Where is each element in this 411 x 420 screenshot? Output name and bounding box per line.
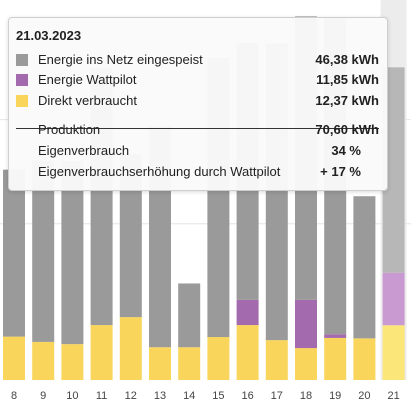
- bar-segment-12-2[interactable]: [119, 154, 142, 318]
- tooltip-panel: 21.03.2023 Energie ins Netz eingespeist …: [8, 17, 388, 191]
- x-tick-label: 9: [40, 390, 46, 402]
- tooltip-row-wattpilot: Energie Wattpilot 11,85 kWh: [16, 72, 379, 88]
- bar-segment-10-2[interactable]: [61, 160, 84, 345]
- tooltip-label: Energie ins Netz eingespeist: [38, 52, 203, 67]
- tooltip-value: 11,85 kWh: [316, 72, 379, 87]
- bar-segment-14-0[interactable]: [178, 347, 201, 380]
- bar-segment-9-0[interactable]: [32, 341, 55, 380]
- bar-segment-8-2[interactable]: [3, 169, 25, 337]
- bar-segment-16-1[interactable]: [236, 299, 259, 326]
- x-tick-label: 16: [241, 390, 253, 402]
- tooltip-divider: [16, 128, 379, 129]
- bar-segment-21-0[interactable]: [382, 325, 405, 380]
- bar-segment-19-1[interactable]: [324, 334, 347, 338]
- x-tick-label: 15: [212, 390, 224, 402]
- x-tick-label: 19: [329, 390, 341, 402]
- tooltip-row-self-consumption: Eigenverbrauch 34 %: [16, 143, 379, 159]
- bar-segment-21-1[interactable]: [382, 272, 405, 326]
- bar-segment-19-0[interactable]: [324, 337, 347, 380]
- bar-segment-9-2[interactable]: [32, 160, 55, 342]
- bar-segment-18-1[interactable]: [295, 299, 317, 349]
- bar-segment-13-0[interactable]: [149, 347, 171, 380]
- bar-group-20[interactable]: [353, 196, 376, 380]
- x-tick-label: 10: [66, 390, 78, 402]
- bar-group-8[interactable]: [3, 169, 25, 380]
- tooltip-value: 12,37 kWh: [315, 93, 379, 108]
- bar-segment-16-0[interactable]: [236, 325, 259, 380]
- bar-group-21[interactable]: [382, 67, 405, 380]
- bar-segment-20-0[interactable]: [353, 338, 376, 380]
- tooltip-label: Eigenverbrauchserhöhung durch Wattpilot: [38, 164, 281, 179]
- x-tick-label: 13: [154, 390, 166, 402]
- x-tick-label: 11: [96, 390, 107, 402]
- tooltip-date: 21.03.2023: [16, 28, 82, 43]
- bar-group-9[interactable]: [32, 160, 55, 380]
- tooltip-label: Energie Wattpilot: [38, 72, 137, 87]
- tooltip-value: 34 %: [331, 143, 361, 158]
- x-axis-ticks: 8 9 10 11 12 13 14 15 16 17 18 19 20 21: [11, 390, 400, 402]
- bar-segment-18-0[interactable]: [295, 348, 317, 380]
- tooltip-value: + 17 %: [320, 164, 361, 179]
- tooltip-label: Direkt verbraucht: [38, 93, 137, 108]
- x-tick-label: 18: [300, 390, 312, 402]
- tooltip-row-wattpilot-increase: Eigenverbrauchserhöhung durch Wattpilot …: [16, 164, 379, 180]
- tooltip-row-production: Produktion 70,60 kWh: [16, 122, 379, 138]
- tooltip-label: Eigenverbrauch: [38, 143, 130, 158]
- x-tick-label: 20: [358, 390, 370, 402]
- tooltip-label: Produktion: [38, 122, 101, 137]
- bar-segment-17-0[interactable]: [265, 340, 288, 380]
- bar-segment-11-0[interactable]: [90, 325, 113, 380]
- direct-use-swatch: [16, 95, 28, 107]
- bar-group-14[interactable]: [178, 283, 201, 380]
- tooltip-value: 46,38 kWh: [315, 52, 379, 67]
- x-tick-label: 17: [271, 390, 283, 402]
- bar-segment-20-2[interactable]: [353, 196, 376, 339]
- tooltip-row-grid-feed: Energie ins Netz eingespeist 46,38 kWh: [16, 52, 379, 68]
- bar-group-12[interactable]: [119, 154, 142, 380]
- x-tick-label: 14: [183, 390, 195, 402]
- tooltip-row-direct-use: Direkt verbraucht 12,37 kWh: [16, 93, 379, 109]
- bar-segment-8-0[interactable]: [3, 336, 25, 380]
- grid-feed-swatch: [16, 54, 28, 66]
- x-tick-label: 12: [125, 390, 137, 402]
- bar-segment-21-2[interactable]: [382, 67, 405, 273]
- bar-segment-12-0[interactable]: [119, 317, 142, 380]
- x-tick-label: 8: [11, 390, 17, 402]
- x-tick-label: 21: [387, 390, 399, 402]
- tooltip-value: 70,60 kWh: [315, 122, 379, 137]
- bar-segment-14-2[interactable]: [178, 283, 201, 348]
- wattpilot-swatch: [16, 74, 28, 86]
- bar-segment-10-0[interactable]: [61, 344, 84, 380]
- bar-group-10[interactable]: [61, 160, 84, 380]
- bar-segment-15-0[interactable]: [207, 337, 230, 380]
